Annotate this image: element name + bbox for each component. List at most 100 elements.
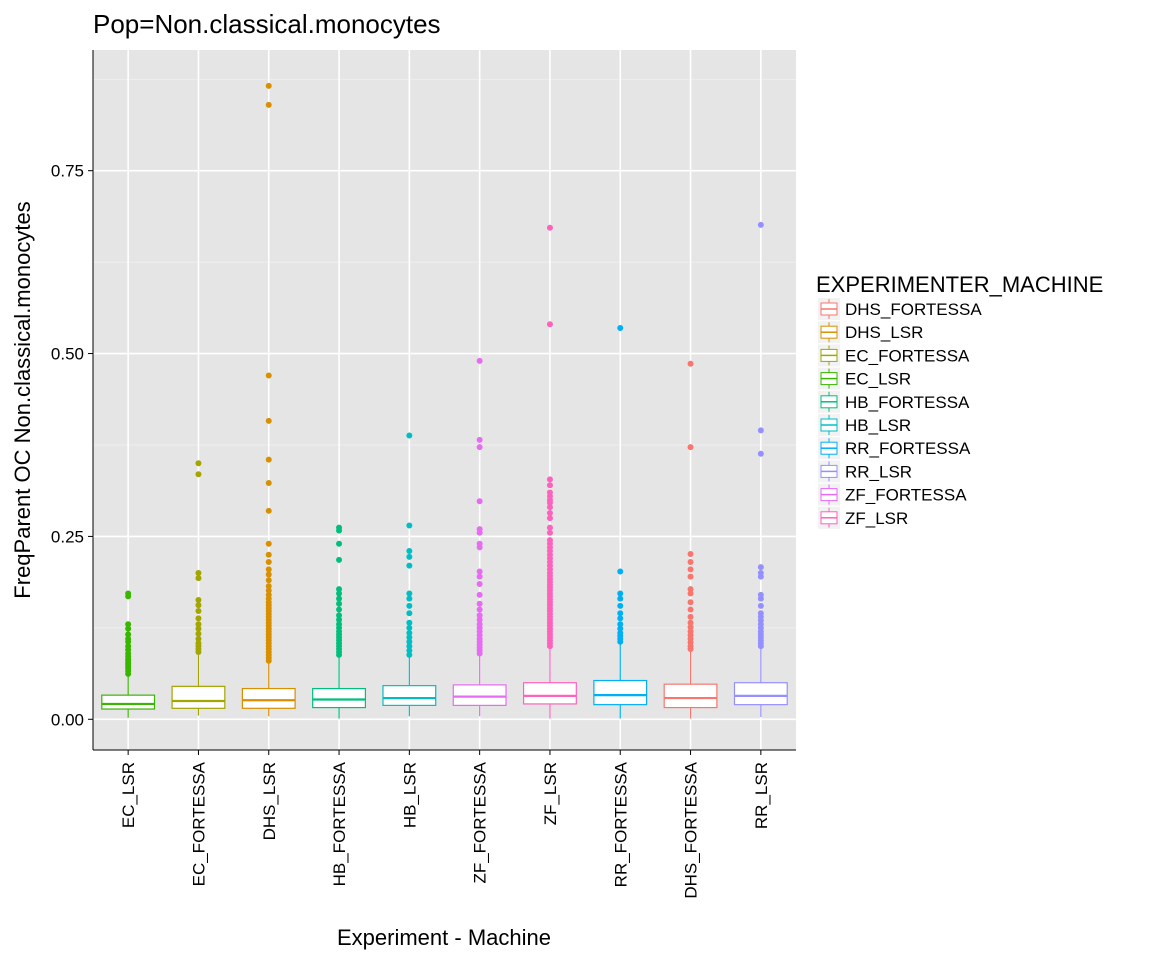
x-tick-label: HB_LSR xyxy=(400,762,419,828)
outlier-point xyxy=(617,629,624,636)
box-ZF_LSR xyxy=(522,224,577,719)
legend-item-ZF_LSR: ZF_LSR xyxy=(818,506,908,529)
outlier-point xyxy=(406,643,413,650)
x-tick-label: DHS_FORTESSA xyxy=(682,761,701,898)
outlier-point xyxy=(687,599,694,606)
outlier-point xyxy=(757,602,764,609)
outlier-point xyxy=(195,602,202,609)
outlier-point xyxy=(265,583,272,590)
outlier-point xyxy=(195,625,202,632)
outlier-point xyxy=(476,580,483,587)
outlier-point xyxy=(546,482,553,489)
outlier-point xyxy=(757,450,764,457)
outlier-point xyxy=(757,591,764,598)
box-iqr xyxy=(663,683,718,709)
legend-label: RR_LSR xyxy=(845,462,912,481)
outlier-point xyxy=(265,559,272,566)
legend-label: ZF_LSR xyxy=(845,509,908,528)
legend: EXPERIMENTER_MACHINE DHS_FORTESSA DHS_LSR… xyxy=(816,272,1103,529)
outlier-point xyxy=(546,224,553,231)
outlier-point xyxy=(336,586,343,593)
outlier-point xyxy=(336,616,343,623)
outlier-point xyxy=(125,625,132,632)
outlier-point xyxy=(336,540,343,547)
x-tick-label: ZF_FORTESSA xyxy=(471,761,490,883)
outlier-point xyxy=(617,621,624,628)
outlier-point xyxy=(476,591,483,598)
x-axis-title: Experiment - Machine xyxy=(337,925,551,950)
plot-panel xyxy=(93,50,796,750)
x-tick-label: ZF_LSR xyxy=(541,762,560,825)
outlier-point xyxy=(687,573,694,580)
legend-label: HB_LSR xyxy=(845,416,911,435)
outlier-point xyxy=(687,566,694,573)
outlier-point xyxy=(546,529,553,536)
box-iqr xyxy=(593,679,648,706)
outlier-point xyxy=(406,602,413,609)
outlier-point xyxy=(476,436,483,443)
outlier-point xyxy=(617,625,624,632)
outlier-point xyxy=(195,621,202,628)
outlier-point xyxy=(406,610,413,617)
box-DHS_LSR xyxy=(241,82,296,717)
outlier-point xyxy=(406,522,413,529)
outlier-point xyxy=(406,562,413,569)
outlier-point xyxy=(265,591,272,598)
outlier-point xyxy=(336,590,343,597)
outlier-point xyxy=(687,559,694,566)
legend-label: RR_FORTESSA xyxy=(845,439,971,458)
outlier-point xyxy=(476,526,483,533)
outlier-point xyxy=(195,615,202,622)
legend-label: EC_LSR xyxy=(845,370,911,389)
box-iqr xyxy=(312,687,367,709)
outlier-point xyxy=(617,324,624,331)
outlier-point xyxy=(546,321,553,328)
outlier-point xyxy=(757,569,764,576)
box-RR_LSR xyxy=(733,221,788,718)
outlier-point xyxy=(265,372,272,379)
outlier-point xyxy=(406,629,413,636)
outlier-point xyxy=(546,489,553,496)
outlier-point xyxy=(546,504,553,511)
outlier-point xyxy=(406,432,413,439)
outlier-point xyxy=(687,590,694,597)
outlier-point xyxy=(687,444,694,451)
y-axis-title: FreqParent OC Non.classical.monocytes xyxy=(10,201,35,598)
outlier-point xyxy=(617,610,624,617)
outlier-point xyxy=(265,480,272,487)
outlier-point xyxy=(336,524,343,531)
x-tick-label: EC_LSR xyxy=(119,762,138,828)
outlier-point xyxy=(265,587,272,594)
outlier-point xyxy=(687,624,694,631)
outlier-point xyxy=(336,595,343,602)
box-EC_FORTESSA xyxy=(171,460,226,716)
legend-item-HB_FORTESSA: HB_FORTESSA xyxy=(818,390,970,413)
outlier-point xyxy=(757,610,764,617)
outlier-point xyxy=(195,608,202,615)
outlier-point xyxy=(406,590,413,597)
outlier-point xyxy=(125,643,132,650)
y-tick-label: 0.50 xyxy=(51,345,84,364)
outlier-point xyxy=(617,595,624,602)
outlier-point xyxy=(125,631,132,638)
outlier-point xyxy=(195,640,202,647)
legend-label: HB_FORTESSA xyxy=(845,393,970,412)
outlier-point xyxy=(125,590,132,597)
outlier-point xyxy=(476,357,483,364)
outlier-point xyxy=(687,360,694,367)
outlier-point xyxy=(195,630,202,637)
box-iqr xyxy=(522,682,577,705)
outlier-point xyxy=(336,612,343,619)
legend-item-EC_FORTESSA: EC_FORTESSA xyxy=(818,344,970,367)
outlier-point xyxy=(476,540,483,547)
legend-item-ZF_FORTESSA: ZF_FORTESSA xyxy=(818,483,967,506)
outlier-point xyxy=(265,456,272,463)
legend-item-DHS_LSR: DHS_LSR xyxy=(818,321,923,344)
outlier-point xyxy=(265,571,272,578)
x-tick-label: RR_LSR xyxy=(752,762,771,829)
outlier-point xyxy=(406,548,413,555)
outlier-point xyxy=(476,444,483,451)
legend-label: DHS_FORTESSA xyxy=(845,300,982,319)
